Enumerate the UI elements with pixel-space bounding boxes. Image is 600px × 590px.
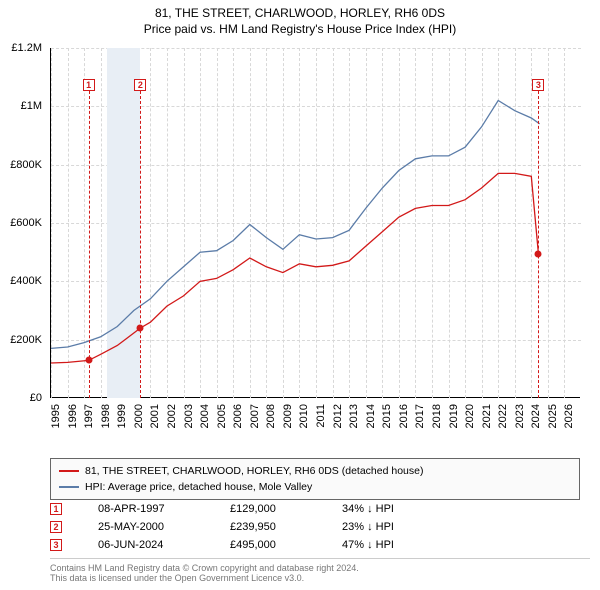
y-tick-label: £1.2M bbox=[0, 42, 42, 54]
x-tick-label: 2025 bbox=[547, 404, 559, 428]
event-marker-box: 3 bbox=[532, 79, 544, 91]
event-marker-box: 2 bbox=[134, 79, 146, 91]
series-line-price_paid bbox=[51, 173, 538, 363]
x-tick-label: 2017 bbox=[414, 404, 426, 428]
x-tick-label: 1996 bbox=[67, 404, 79, 428]
x-tick-label: 1997 bbox=[83, 404, 95, 428]
y-tick-label: £600K bbox=[0, 217, 42, 229]
x-tick-label: 2006 bbox=[232, 404, 244, 428]
event-hpi-diff: 23% ↓ HPI bbox=[342, 521, 442, 533]
x-tick-label: 2002 bbox=[166, 404, 178, 428]
event-number-icon: 2 bbox=[50, 521, 62, 533]
event-date: 06-JUN-2024 bbox=[98, 539, 198, 551]
chart-title-address: 81, THE STREET, CHARLWOOD, HORLEY, RH6 0… bbox=[0, 6, 600, 20]
legend-swatch bbox=[59, 486, 79, 488]
event-marker-box: 1 bbox=[83, 79, 95, 91]
event-number-icon: 1 bbox=[50, 503, 62, 515]
x-tick-label: 1998 bbox=[100, 404, 112, 428]
y-tick-label: £800K bbox=[0, 159, 42, 171]
price-point bbox=[85, 357, 92, 364]
event-hpi-diff: 34% ↓ HPI bbox=[342, 503, 442, 515]
event-date: 08-APR-1997 bbox=[98, 503, 198, 515]
y-tick-label: £0 bbox=[0, 392, 42, 404]
x-tick-label: 2004 bbox=[199, 404, 211, 428]
event-price: £495,000 bbox=[230, 539, 310, 551]
y-tick-label: £200K bbox=[0, 334, 42, 346]
legend-swatch bbox=[59, 470, 79, 472]
x-tick-label: 2015 bbox=[381, 404, 393, 428]
x-tick-label: 1995 bbox=[50, 404, 62, 428]
event-date: 25-MAY-2000 bbox=[98, 521, 198, 533]
x-tick-label: 2009 bbox=[282, 404, 294, 428]
x-tick-label: 2010 bbox=[298, 404, 310, 428]
legend-item: 81, THE STREET, CHARLWOOD, HORLEY, RH6 0… bbox=[59, 463, 571, 479]
price-point bbox=[535, 250, 542, 257]
x-tick-label: 2023 bbox=[514, 404, 526, 428]
event-row: 2 25-MAY-2000 £239,950 23% ↓ HPI bbox=[50, 518, 580, 536]
footer-attribution: Contains HM Land Registry data © Crown c… bbox=[50, 558, 590, 583]
x-axis-labels: 1995 1996 1997 1998 1999 2000 2001 2002 2003 2004… bbox=[50, 400, 580, 460]
x-tick-label: 2007 bbox=[249, 404, 261, 428]
x-tick-label: 2014 bbox=[365, 404, 377, 428]
x-tick-label: 2003 bbox=[183, 404, 195, 428]
x-tick-label: 2021 bbox=[481, 404, 493, 428]
x-tick-label: 1999 bbox=[116, 404, 128, 428]
chart-plot-area: 1 2 3 bbox=[50, 48, 580, 398]
x-tick-label: 2026 bbox=[563, 404, 575, 428]
chart-legend: 81, THE STREET, CHARLWOOD, HORLEY, RH6 0… bbox=[50, 458, 580, 500]
y-tick-label: £400K bbox=[0, 275, 42, 287]
event-row: 3 06-JUN-2024 £495,000 47% ↓ HPI bbox=[50, 536, 580, 554]
x-tick-label: 2022 bbox=[497, 404, 509, 428]
event-price: £129,000 bbox=[230, 503, 310, 515]
plot-frame: 1 2 3 bbox=[50, 48, 580, 398]
y-axis-labels: £0£200K£400K£600K£800K£1M£1.2M bbox=[0, 48, 46, 398]
event-marker-line bbox=[538, 91, 539, 398]
event-table: 1 08-APR-1997 £129,000 34% ↓ HPI 2 25-MAY-200… bbox=[50, 500, 580, 554]
x-tick-label: 2005 bbox=[216, 404, 228, 428]
footer-line1: Contains HM Land Registry data © Crown c… bbox=[50, 563, 590, 573]
x-tick-label: 2012 bbox=[332, 404, 344, 428]
price-point bbox=[137, 325, 144, 332]
event-marker-line bbox=[140, 91, 141, 398]
x-tick-label: 2020 bbox=[464, 404, 476, 428]
event-hpi-diff: 47% ↓ HPI bbox=[342, 539, 442, 551]
series-line-hpi bbox=[51, 101, 540, 349]
x-tick-label: 2016 bbox=[398, 404, 410, 428]
x-tick-label: 2024 bbox=[530, 404, 542, 428]
legend-item: HPI: Average price, detached house, Mole… bbox=[59, 479, 571, 495]
y-tick-label: £1M bbox=[0, 100, 42, 112]
footer-line2: This data is licensed under the Open Gov… bbox=[50, 573, 590, 583]
chart-title-subtitle: Price paid vs. HM Land Registry's House … bbox=[0, 22, 600, 36]
x-tick-label: 2011 bbox=[315, 404, 327, 428]
x-tick-label: 2013 bbox=[348, 404, 360, 428]
event-row: 1 08-APR-1997 £129,000 34% ↓ HPI bbox=[50, 500, 580, 518]
x-tick-label: 2018 bbox=[431, 404, 443, 428]
x-tick-label: 2000 bbox=[133, 404, 145, 428]
event-price: £239,950 bbox=[230, 521, 310, 533]
event-marker-line bbox=[89, 91, 90, 398]
x-tick-label: 2019 bbox=[448, 404, 460, 428]
legend-label: HPI: Average price, detached house, Mole… bbox=[85, 481, 312, 493]
legend-label: 81, THE STREET, CHARLWOOD, HORLEY, RH6 0… bbox=[85, 465, 423, 477]
event-number-icon: 3 bbox=[50, 539, 62, 551]
x-tick-label: 2001 bbox=[149, 404, 161, 428]
x-tick-label: 2008 bbox=[265, 404, 277, 428]
